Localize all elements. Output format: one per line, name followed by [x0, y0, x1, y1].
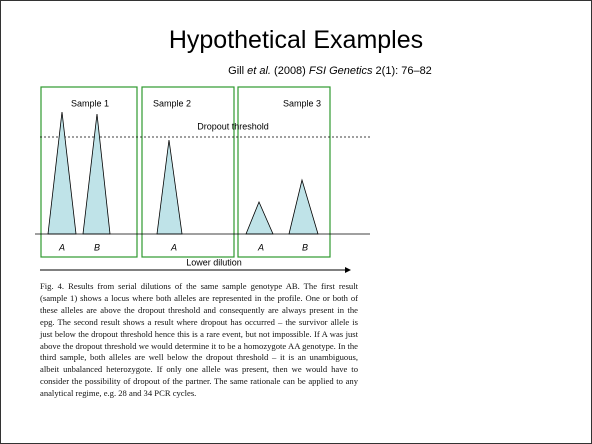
sample-box: [141, 86, 235, 258]
allele-label: A: [58, 242, 65, 252]
allele-label: A: [170, 242, 177, 252]
figure-caption: Fig. 4. Results from serial dilutions of…: [40, 281, 358, 399]
citation-part: Gill: [228, 65, 248, 77]
citation-part: et al.: [247, 65, 271, 77]
peak: [288, 178, 319, 235]
sample-box: [40, 86, 138, 258]
sample-label: Sample 3: [283, 98, 321, 108]
sample-label: Sample 1: [71, 98, 109, 108]
citation-part: (2008): [270, 65, 309, 77]
citation-part: FSI Genetics: [308, 65, 373, 77]
peak: [245, 200, 274, 235]
slide-title: Hypothetical Examples: [168, 26, 424, 54]
allele-label: A: [257, 242, 264, 252]
citation: Gill et al. (2008) FSI Genetics 2(1): 76…: [200, 65, 460, 77]
peak: [156, 139, 183, 235]
sample-box: [237, 86, 331, 258]
peak: [47, 111, 77, 235]
allele-label: B: [94, 242, 100, 252]
citation-part: 2(1): 76–82: [372, 65, 432, 77]
sample-label: Sample 2: [153, 98, 191, 108]
allele-label: B: [302, 242, 308, 252]
arrow-label: Lower dilution: [186, 257, 242, 267]
threshold-label: Dropout threshold: [197, 121, 269, 131]
peak: [82, 113, 111, 235]
